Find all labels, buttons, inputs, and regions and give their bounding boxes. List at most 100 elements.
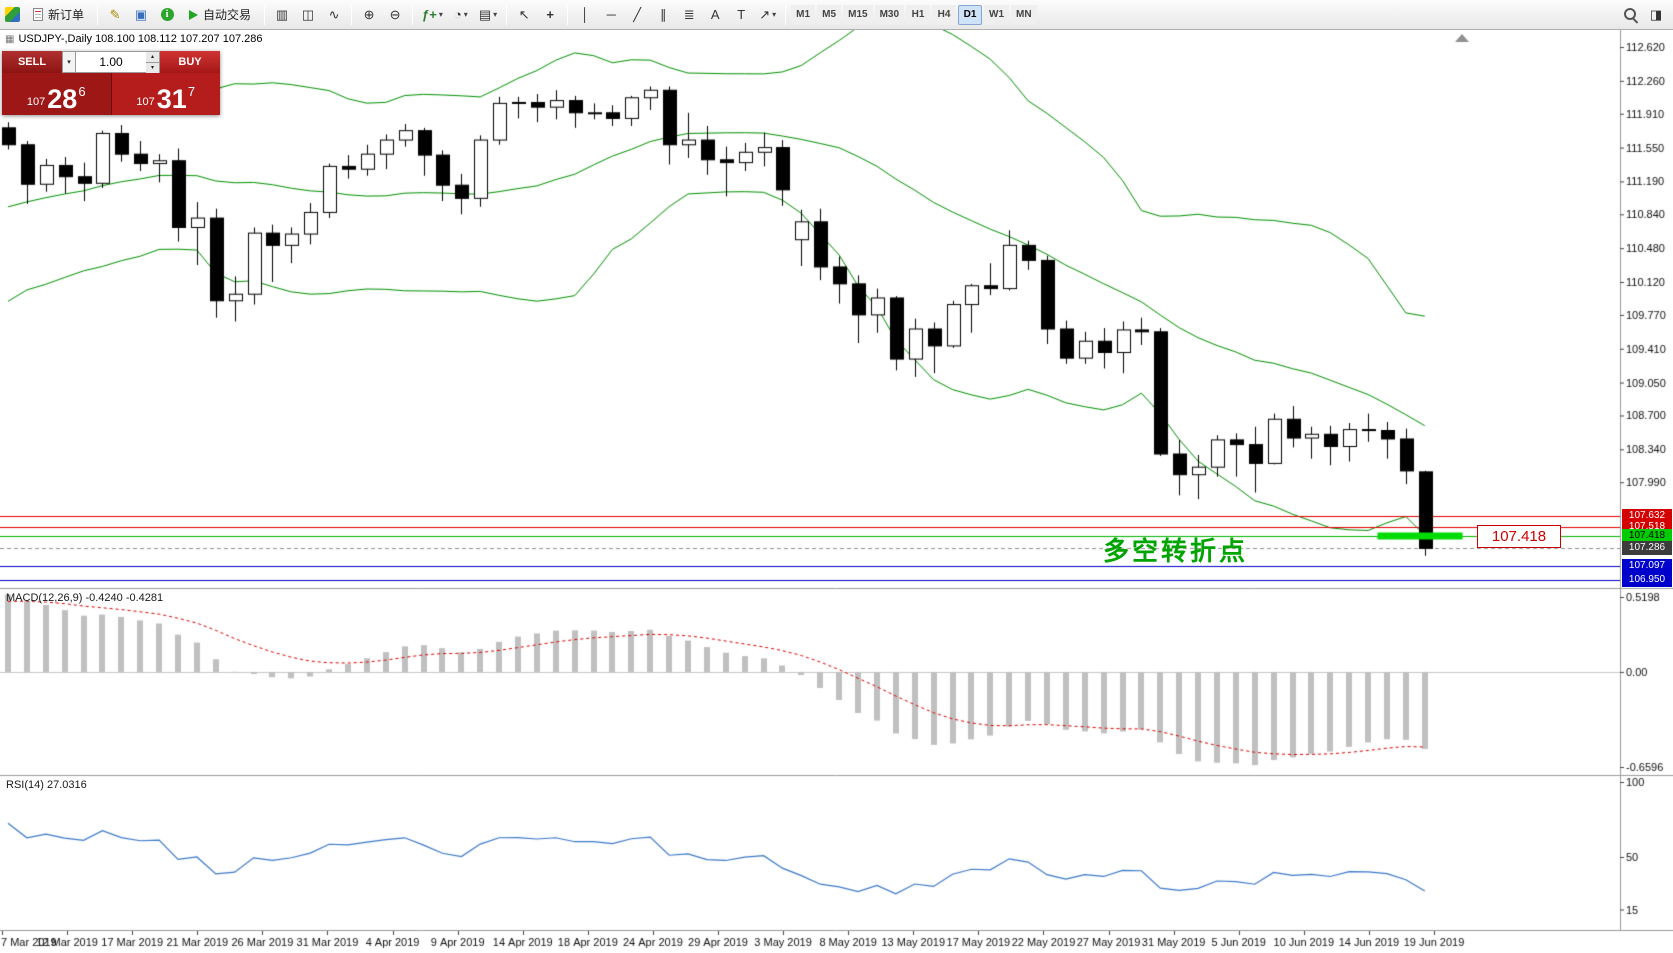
chart-title-text: USDJPY-,Daily 108.100 108.112 107.207 10…	[18, 33, 263, 45]
dropdown-icon: ▾	[493, 10, 498, 19]
cursor-icon: ↖	[518, 7, 530, 22]
chart-window: ▦ USDJPY-,Daily 108.100 108.112 107.207 …	[0, 30, 1673, 953]
volume-up-icon[interactable]: ▴	[146, 52, 159, 63]
price-level-tag: 106.950	[1622, 572, 1672, 587]
info-icon: i	[160, 8, 174, 21]
autotrading-play-icon	[189, 9, 199, 20]
metaeditor-button[interactable]: ✎	[103, 4, 127, 26]
app-logo-icon	[5, 7, 20, 22]
vertical-line-icon: │	[581, 7, 590, 22]
vertical-line-button[interactable]: │	[573, 4, 597, 26]
zoom-in-icon: ⊕	[363, 7, 375, 22]
timeframe-m15-button[interactable]: M15	[843, 4, 873, 25]
volume-stepper[interactable]: ▴ ▾	[146, 51, 160, 73]
channel-button[interactable]: ∥	[651, 4, 675, 26]
dropdown-icon: ▾	[463, 10, 468, 19]
autotrading-button[interactable]: 自动交易	[181, 4, 259, 26]
line-chart-icon: ∿	[328, 7, 340, 22]
sell-price-point: 6	[78, 84, 86, 99]
panels-button[interactable]: ◨	[1644, 4, 1668, 26]
text-icon: A	[710, 7, 720, 22]
crosshair-button[interactable]: +	[538, 4, 562, 26]
trendline-button[interactable]: ╱	[625, 4, 649, 26]
volume-input[interactable]: 1.00	[76, 51, 146, 73]
timeframe-m1-button[interactable]: M1	[791, 4, 816, 25]
timeframe-m5-button[interactable]: M5	[817, 4, 842, 25]
toolbar-separator	[97, 4, 99, 25]
fibonacci-button[interactable]: ≣	[677, 4, 701, 26]
toolbar-separator	[351, 4, 353, 25]
buy-button[interactable]: BUY	[160, 51, 220, 73]
candlestick-button[interactable]: ◫	[296, 4, 320, 26]
timeframe-d1-button[interactable]: D1	[958, 4, 983, 25]
cursor-button[interactable]: ↖	[512, 4, 536, 26]
terminal-button[interactable]: ▣	[129, 4, 153, 26]
crosshair-icon: +	[546, 7, 554, 22]
dropdown-icon: ▾	[772, 10, 777, 19]
zoom-out-icon: ⊖	[389, 7, 401, 22]
bar-chart-button[interactable]: ▥	[270, 4, 294, 26]
buy-price-figure: 107	[136, 96, 155, 108]
text-button[interactable]: A	[703, 4, 727, 26]
main-chart-canvas[interactable]	[0, 30, 1673, 953]
zoom-in-button[interactable]: ⊕	[357, 4, 381, 26]
timeframe-m30-button[interactable]: M30	[874, 4, 905, 25]
buy-price-point: 7	[187, 84, 196, 99]
clock-icon: ◔	[453, 7, 462, 22]
rsi-label: RSI(14) 27.0316	[6, 779, 87, 791]
sell-price[interactable]: 107 28 6	[2, 73, 112, 115]
toolbar-separator	[785, 4, 787, 25]
dropdown-icon: ▾	[438, 10, 443, 19]
time-axis[interactable]	[0, 931, 1673, 953]
channel-icon: ∥	[659, 7, 667, 22]
toolbar-separator	[506, 4, 508, 25]
buy-price[interactable]: 107 31 7	[111, 73, 220, 115]
sell-price-pips: 28	[47, 84, 78, 115]
price-level-tag: 107.418	[1622, 528, 1672, 543]
label-icon: T	[737, 7, 746, 22]
chart-annotation: 多空转折点	[1103, 536, 1249, 566]
autotrading-label: 自动交易	[203, 8, 252, 22]
line-chart-button[interactable]: ∿	[322, 4, 346, 26]
sell-price-figure: 107	[26, 96, 46, 108]
horizontal-line-icon: ─	[606, 7, 616, 22]
price-level-tag: 107.097	[1622, 559, 1672, 574]
new-order-button[interactable]: 新订单	[25, 4, 92, 26]
timeframe-h4-button[interactable]: H4	[932, 4, 957, 25]
buy-price-pips: 31	[156, 84, 187, 115]
indicators-button[interactable]: ƒ+ ▾	[418, 4, 447, 26]
trade-options-dropdown[interactable]: ▾	[62, 51, 76, 73]
terminal-icon: ▣	[134, 7, 148, 22]
toolbar-separator	[567, 4, 569, 25]
timeframe-w1-button[interactable]: W1	[984, 4, 1010, 25]
toolbar-separator	[412, 4, 414, 25]
toolbar: 新订单 ✎ ▣ i 自动交易 ▥ ◫ ∿ ⊕ ⊖ ƒ+ ▾ ◔ ▾ ▤ ▾ ↖ + │…	[0, 0, 1673, 30]
new-order-icon	[33, 8, 43, 21]
arrows-button[interactable]: ↗ ▾	[755, 4, 780, 26]
bar-chart-icon: ▥	[275, 7, 289, 22]
sell-button[interactable]: SELL	[2, 51, 62, 73]
panels-icon: ◨	[1649, 7, 1663, 22]
candlestick-icon: ◫	[301, 7, 315, 22]
search-icon	[1623, 7, 1638, 22]
news-button[interactable]: i	[155, 4, 179, 26]
new-order-label: 新订单	[48, 8, 85, 22]
horizontal-line-button[interactable]: ─	[599, 4, 623, 26]
zoom-out-button[interactable]: ⊖	[383, 4, 407, 26]
periods-button[interactable]: ◔ ▾	[449, 4, 473, 26]
price-callout-label: 107.418	[1477, 524, 1561, 548]
trendline-icon: ╱	[633, 7, 642, 22]
templates-button[interactable]: ▤ ▾	[475, 4, 501, 26]
price-level-tag: 107.632	[1622, 508, 1672, 523]
arrow-tool-icon: ↗	[759, 7, 771, 22]
timeframe-mn-button[interactable]: MN	[1011, 4, 1037, 25]
volume-down-icon[interactable]: ▾	[146, 63, 159, 73]
timeframe-h1-button[interactable]: H1	[906, 4, 931, 25]
search-button[interactable]	[1618, 4, 1642, 26]
price-axis[interactable]	[1620, 30, 1673, 931]
label-button[interactable]: T	[729, 4, 753, 26]
chart-title: ▦ USDJPY-,Daily 108.100 108.112 107.207 …	[5, 33, 262, 45]
template-icon: ▤	[478, 7, 492, 22]
indicators-icon: ƒ+	[422, 7, 437, 22]
fibonacci-icon: ≣	[683, 7, 695, 22]
